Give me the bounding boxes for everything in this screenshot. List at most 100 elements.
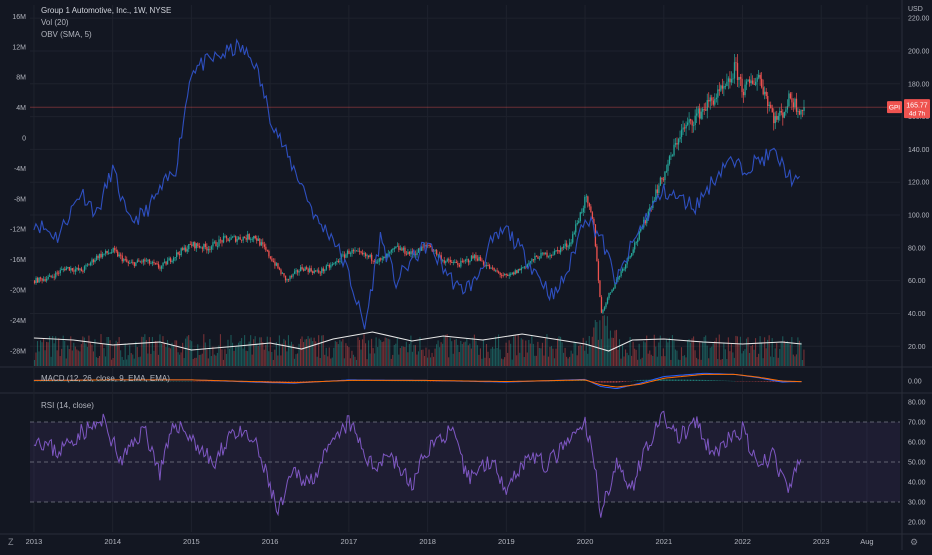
volume-bar xyxy=(403,347,404,366)
volume-legend[interactable]: Vol (20) xyxy=(41,18,69,27)
rsi-legend[interactable]: RSI (14, close) xyxy=(41,401,94,410)
candle-body xyxy=(504,274,505,275)
volume-bar xyxy=(498,334,499,366)
price-tick-label: 100.00 xyxy=(908,213,930,220)
macd-hist-bar xyxy=(688,380,689,381)
candle-body xyxy=(462,261,463,262)
candle-body xyxy=(620,271,621,276)
volume-bar xyxy=(802,360,803,366)
macd-hist-bar xyxy=(613,381,614,383)
volume-bar xyxy=(685,357,686,366)
candle-body xyxy=(161,266,162,268)
volume-bar xyxy=(655,347,656,366)
candle-body xyxy=(252,239,253,240)
volume-bar xyxy=(38,351,39,366)
volume-bar xyxy=(797,337,798,366)
macd-hist-bar xyxy=(681,380,682,381)
volume-bar xyxy=(344,358,345,366)
candlesticks xyxy=(34,54,805,314)
candle-body xyxy=(558,250,559,252)
candle-body xyxy=(540,253,541,259)
candle-body xyxy=(400,248,401,249)
candle-body xyxy=(776,116,777,120)
macd-hist-bar xyxy=(769,381,770,382)
volume-bar xyxy=(391,359,392,366)
settings-gear-icon[interactable]: ⚙ xyxy=(910,537,918,548)
volume-bar xyxy=(373,348,374,366)
volume-bar xyxy=(224,349,225,366)
volume-bar xyxy=(509,340,510,366)
candle-body xyxy=(391,250,392,252)
candle-body xyxy=(763,87,764,94)
candle-body xyxy=(371,255,372,261)
candle-body xyxy=(630,256,631,257)
volume-bar xyxy=(320,358,321,366)
candle-body xyxy=(37,278,38,282)
volume-bar xyxy=(695,350,696,366)
volume-bar xyxy=(162,336,163,366)
volume-bar xyxy=(595,320,596,366)
candle-body xyxy=(435,250,436,251)
volume-bar xyxy=(289,345,290,366)
volume-bar xyxy=(113,358,114,366)
candle-body xyxy=(292,274,293,277)
volume-bar xyxy=(371,339,372,366)
symbol-legend[interactable]: Group 1 Automotive, Inc., 1W, NYSE xyxy=(41,6,171,15)
candle-body xyxy=(679,137,680,139)
obv-tick-label: -4M xyxy=(14,166,26,173)
candle-body xyxy=(79,269,80,271)
volume-bar xyxy=(106,337,107,366)
candle-body xyxy=(728,78,729,81)
volume-bar xyxy=(317,357,318,366)
obv-legend[interactable]: OBV (SMA, 5) xyxy=(41,30,92,39)
candle-body xyxy=(723,86,724,88)
macd-hist-bar xyxy=(707,380,708,381)
candle-body xyxy=(717,89,718,97)
macd-legend[interactable]: MACD (12, 26, close, 9, EMA, EMA) xyxy=(41,374,170,383)
x-tick-label: 2016 xyxy=(262,537,279,546)
volume-bar xyxy=(259,337,260,366)
macd-hist-bar xyxy=(622,381,623,382)
candle-body xyxy=(351,250,352,253)
candle-body xyxy=(363,253,364,254)
volume-bar xyxy=(480,348,481,366)
candle-body xyxy=(233,236,234,237)
candle-body xyxy=(250,239,251,240)
candle-body xyxy=(474,255,475,258)
macd-tick-label: 0.00 xyxy=(908,379,922,386)
candle-body xyxy=(128,262,129,263)
volume-bar xyxy=(554,358,555,366)
candle-body xyxy=(158,264,159,267)
volume-bar xyxy=(462,344,463,366)
volume-bar xyxy=(648,354,649,366)
volume-bar xyxy=(557,338,558,366)
candle-body xyxy=(187,249,188,251)
candle-body xyxy=(106,251,107,253)
macd-hist-bar xyxy=(289,381,290,382)
candle-body xyxy=(221,240,222,242)
candle-body xyxy=(781,111,782,113)
candle-body xyxy=(215,242,216,246)
volume-bar xyxy=(413,345,414,366)
volume-bar xyxy=(191,341,192,366)
volume-bar xyxy=(575,342,576,366)
macd-hist-bar xyxy=(761,381,762,382)
candle-body xyxy=(258,239,259,241)
timezone-icon[interactable]: Z xyxy=(8,537,14,547)
candle-body xyxy=(738,77,739,80)
volume-bar xyxy=(308,336,309,366)
volume-bar xyxy=(170,348,171,366)
volume-bar xyxy=(787,341,788,366)
volume-bar xyxy=(392,355,393,366)
x-tick-label: 2018 xyxy=(419,537,436,546)
volume-bar xyxy=(521,338,522,366)
candle-body xyxy=(565,243,566,246)
volume-bar xyxy=(744,349,745,366)
macd-hist-bar xyxy=(614,381,615,383)
volume-bar xyxy=(377,347,378,366)
candle-body xyxy=(454,262,455,263)
volume-bar xyxy=(161,344,162,366)
candle-body xyxy=(182,248,183,250)
